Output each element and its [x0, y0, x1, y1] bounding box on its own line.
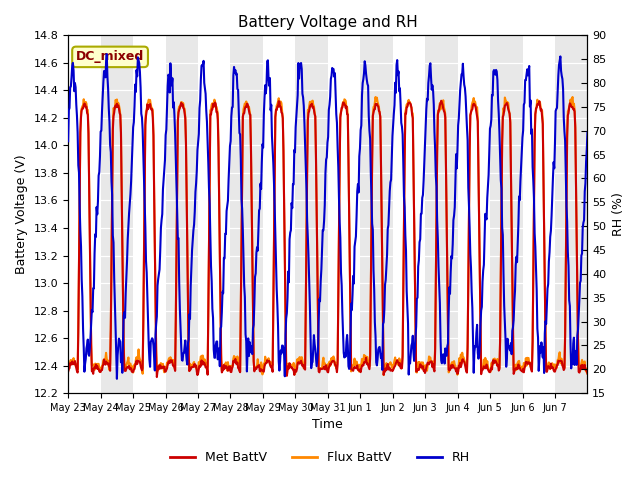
Bar — [166, 36, 198, 393]
Bar — [393, 36, 425, 393]
Bar — [490, 36, 522, 393]
Bar — [133, 36, 166, 393]
Bar — [555, 36, 588, 393]
Bar — [425, 36, 458, 393]
X-axis label: Time: Time — [312, 419, 343, 432]
Text: DC_mixed: DC_mixed — [76, 50, 144, 63]
Y-axis label: Battery Voltage (V): Battery Voltage (V) — [15, 155, 28, 274]
Bar — [68, 36, 100, 393]
Bar — [458, 36, 490, 393]
Bar — [295, 36, 328, 393]
Bar — [198, 36, 230, 393]
Bar — [360, 36, 393, 393]
Y-axis label: RH (%): RH (%) — [612, 192, 625, 236]
Bar — [328, 36, 360, 393]
Legend: Met BattV, Flux BattV, RH: Met BattV, Flux BattV, RH — [165, 446, 475, 469]
Bar — [230, 36, 263, 393]
Title: Battery Voltage and RH: Battery Voltage and RH — [238, 15, 418, 30]
Bar — [263, 36, 295, 393]
Bar — [522, 36, 555, 393]
Bar — [100, 36, 133, 393]
